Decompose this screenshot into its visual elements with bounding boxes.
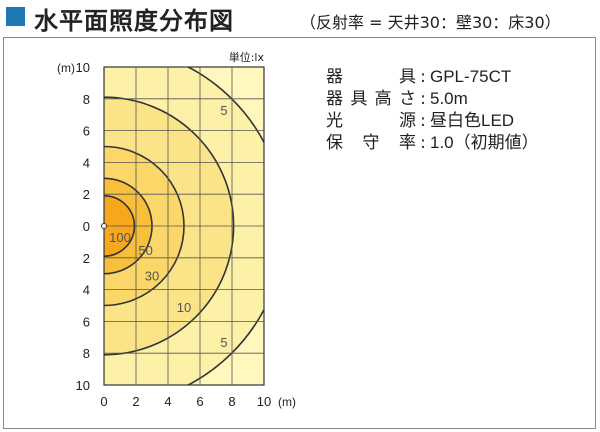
contour-label-5: 5 [220, 103, 227, 118]
y-tick-label: 0 [83, 219, 90, 234]
x-tick-label: 0 [100, 394, 107, 409]
y-tick-label: 6 [83, 314, 90, 329]
y-tick-label: 4 [83, 283, 90, 298]
y-tick-label: 2 [83, 251, 90, 266]
spec-label: 光源 [326, 111, 416, 131]
page-title: 水平面照度分布図 [34, 7, 234, 35]
page-subtitle: （反射率 = 天井30：壁30：床30） [300, 13, 561, 32]
contour-label-100: 100 [109, 230, 131, 245]
spec-row-fixture: 器具 : GPL-75CT [326, 67, 512, 87]
contour-label-50: 50 [138, 243, 152, 258]
spec-value: 5.0m [430, 89, 468, 108]
y-tick-label: 8 [83, 346, 90, 361]
x-tick-label: 6 [196, 394, 203, 409]
y-tick-label: 4 [83, 155, 90, 170]
spec-value: GPL-75CT [430, 67, 512, 86]
diagram-panel: 100 50 30 10 5 5 10 8 6 4 2 0 2 4 6 8 10 0 2 4 6 8 10 (m) (m) 単位:… [3, 37, 596, 429]
x-tick-label: 2 [132, 394, 139, 409]
spec-row-source: 光源 : 昼白色LED [326, 111, 515, 131]
x-tick-label: 8 [228, 394, 235, 409]
light-source-marker [101, 223, 107, 229]
spec-list: 器具 : GPL-75CT 器具高さ : 5.0m 光源 : 昼白色LED 保守… [326, 66, 539, 154]
contour-label-10: 10 [177, 300, 191, 315]
contour-label-30: 30 [145, 268, 159, 283]
contour-label-5: 5 [220, 335, 227, 350]
spec-row-maintenance: 保守率 : 1.0（初期値） [326, 133, 539, 153]
spec-row-height: 器具高さ : 5.0m [326, 89, 468, 109]
spec-label: 器具 [326, 67, 416, 87]
spec-value: 1.0（初期値） [430, 133, 539, 152]
y-tick-label: 10 [76, 378, 90, 393]
spec-label: 保守率 [326, 133, 416, 153]
y-tick-label: 2 [83, 187, 90, 202]
y-tick-label: 10 [76, 60, 90, 75]
y-tick-label: 8 [83, 92, 90, 107]
y-tick-label: 6 [83, 124, 90, 139]
unit-note: 単位:lx [229, 50, 265, 64]
y-unit-label: (m) [57, 61, 75, 75]
x-unit-label: (m) [278, 395, 296, 409]
title-marker-icon [6, 7, 25, 26]
x-tick-label: 10 [257, 394, 271, 409]
spec-label: 器具高さ [326, 89, 416, 109]
x-tick-label: 4 [164, 394, 171, 409]
spec-value: 昼白色LED [430, 111, 515, 130]
title-bar: 水平面照度分布図 （反射率 = 天井30：壁30：床30） [0, 0, 600, 36]
